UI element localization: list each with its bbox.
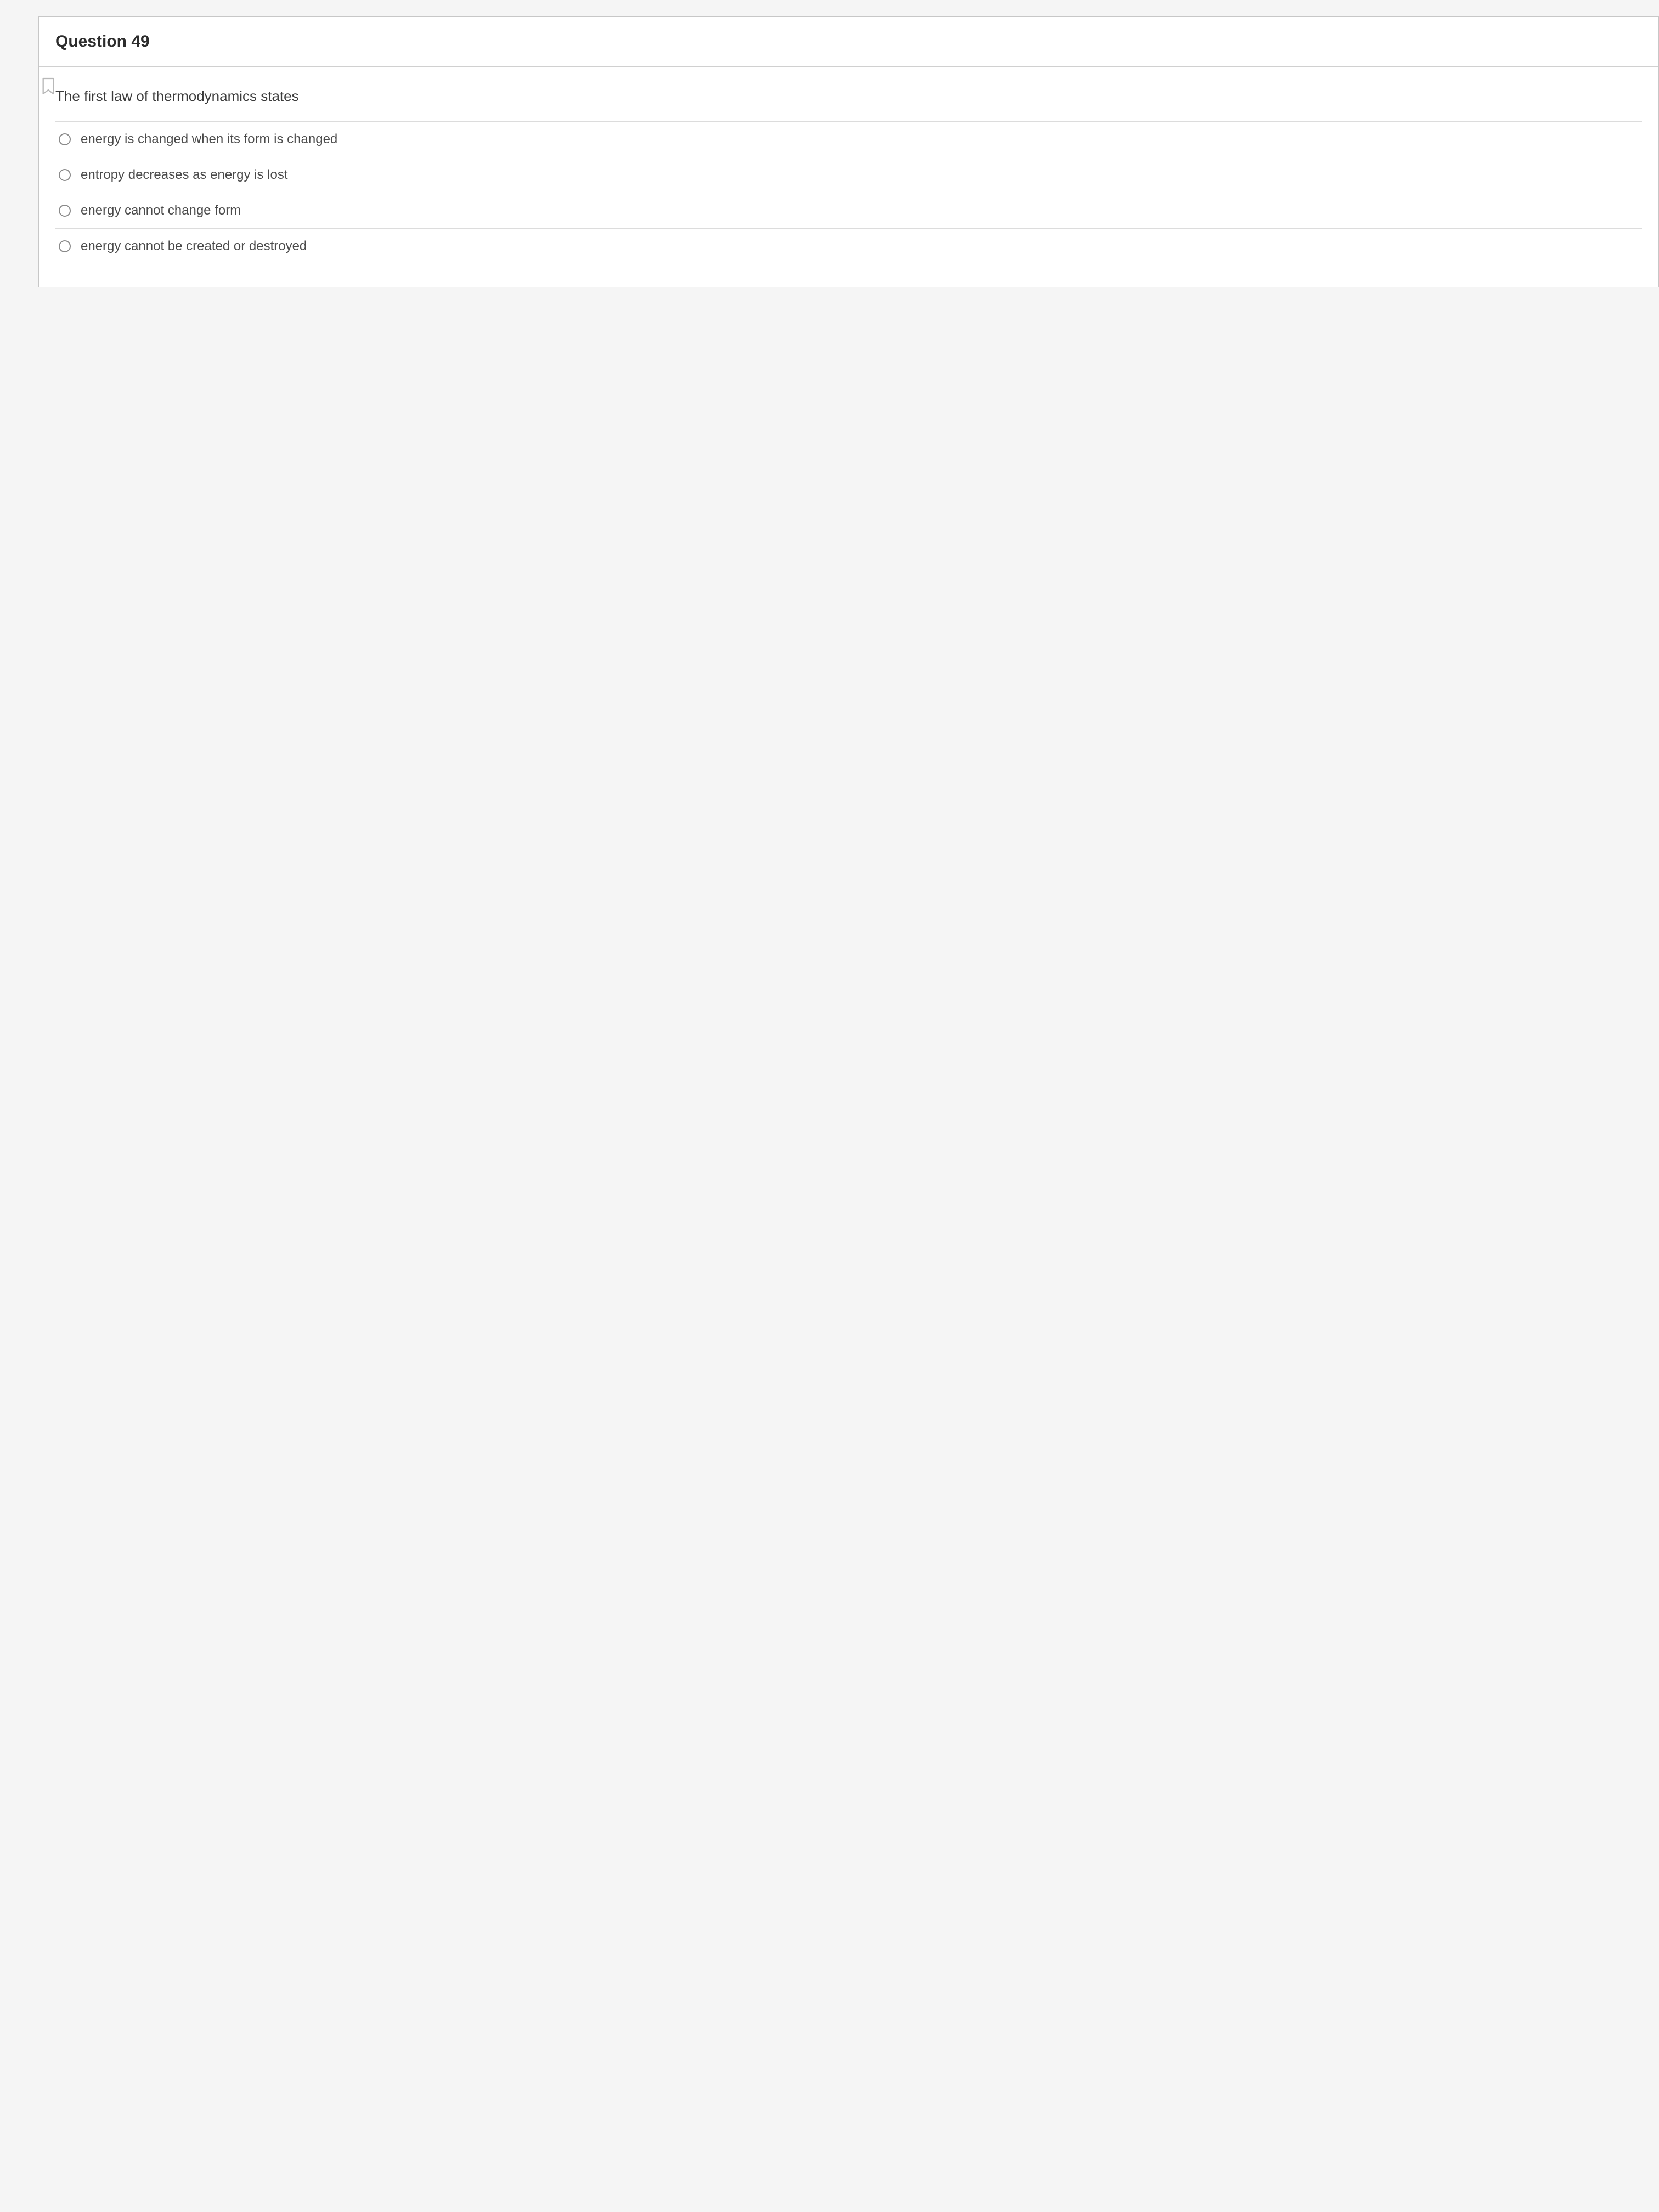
page-wrapper: Question 49 The first law of thermodynam…	[33, 16, 1659, 287]
bookmark-icon[interactable]	[41, 77, 56, 98]
option-row-0[interactable]: energy is changed when its form is chang…	[55, 122, 1642, 157]
option-row-2[interactable]: energy cannot change form	[55, 193, 1642, 229]
option-label: energy cannot be created or destroyed	[81, 239, 307, 254]
question-body: The first law of thermodynamics states e…	[39, 67, 1658, 287]
option-row-3[interactable]: energy cannot be created or destroyed	[55, 229, 1642, 276]
option-label: entropy decreases as energy is lost	[81, 167, 288, 183]
radio-icon	[59, 133, 71, 145]
question-header: Question 49	[39, 17, 1658, 67]
radio-icon	[59, 169, 71, 181]
option-row-1[interactable]: entropy decreases as energy is lost	[55, 157, 1642, 193]
option-label: energy is changed when its form is chang…	[81, 132, 337, 147]
question-title: Question 49	[55, 32, 1642, 51]
radio-icon	[59, 240, 71, 252]
option-label: energy cannot change form	[81, 203, 241, 218]
options-list: energy is changed when its form is chang…	[55, 121, 1642, 276]
radio-icon	[59, 205, 71, 217]
question-prompt: The first law of thermodynamics states	[55, 88, 1642, 105]
question-card: Question 49 The first law of thermodynam…	[38, 16, 1659, 287]
